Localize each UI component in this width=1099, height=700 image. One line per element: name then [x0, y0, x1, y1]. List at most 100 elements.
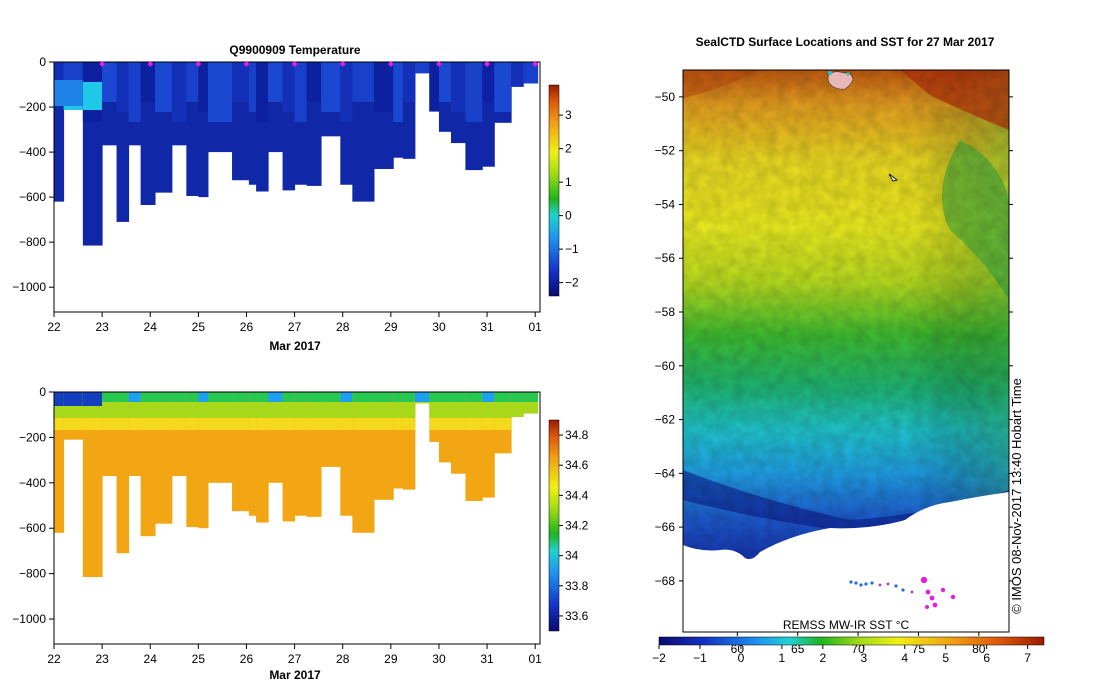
temp-ytick-label: −200 — [19, 100, 46, 114]
sal-halocline — [511, 402, 524, 417]
lat-tick-label: −64 — [655, 466, 676, 480]
temp-surface-layer — [155, 62, 173, 112]
sal-halocline — [232, 402, 250, 418]
lat-tick-label: −52 — [655, 144, 676, 158]
sal-ytick-label: 0 — [39, 385, 46, 399]
sst-source-label: REMSS MW-IR SST °C — [783, 618, 910, 632]
sal-transition — [186, 418, 199, 430]
sal-halocline — [155, 402, 173, 418]
temp-surface-layer — [232, 62, 250, 102]
lon-tick-label: 70 — [851, 642, 865, 656]
sal-halocline — [393, 402, 404, 418]
sal-transition — [63, 418, 84, 430]
sal-transition — [373, 418, 394, 430]
sal-surface-fresh-layer — [465, 392, 483, 402]
sal-halocline — [186, 402, 199, 418]
sal-xtick-label: 30 — [432, 652, 446, 666]
salinity-axes-frame — [53, 391, 541, 645]
sal-surface-fresh-layer — [393, 392, 404, 402]
sal-xtick-label: 23 — [95, 652, 109, 666]
temp-warm-core — [82, 82, 103, 110]
sal-xtick-label: 25 — [192, 652, 206, 666]
sal-surface-fresh-layer — [438, 392, 452, 402]
sal-xtick-label: 24 — [144, 652, 158, 666]
sal-transition — [256, 418, 269, 430]
sal-surface-fresh-layer — [256, 392, 269, 402]
temp-surface-layer — [198, 62, 209, 112]
lon-tick-label: 65 — [791, 642, 805, 656]
sal-surface-fresh-layer — [429, 392, 440, 402]
sal-surface-fresh-layer — [402, 392, 416, 402]
sst-colorbar-tick-label: 3 — [860, 651, 867, 665]
temp-surface-layer — [482, 62, 495, 102]
lat-tick-label: −54 — [655, 197, 676, 211]
temp-surface-layer — [321, 62, 341, 112]
temp-xtick-label: 30 — [432, 320, 446, 334]
sal-halocline — [256, 402, 269, 418]
sal-transition — [294, 418, 308, 430]
sal-surface-fresh-layer — [352, 392, 375, 402]
sal-profile-column — [116, 392, 130, 554]
temperature-colorbar — [548, 84, 560, 297]
surface-marker — [147, 61, 154, 67]
sal-surface-fresh-layer — [373, 392, 394, 402]
salinity-plot-area — [54, 392, 539, 578]
temperature-title: Q9900909 Temperature — [229, 43, 361, 57]
cursor-icon — [888, 173, 898, 182]
temp-xtick-label: 24 — [144, 320, 158, 334]
sal-halocline — [340, 402, 353, 418]
sal-transition — [207, 418, 233, 430]
sal-halocline — [198, 402, 209, 418]
lat-tick-label: −68 — [655, 574, 676, 588]
surface-marker — [243, 61, 250, 67]
temp-colorbar-tick-label: 3 — [565, 108, 572, 122]
sal-transition — [438, 418, 452, 430]
sal-transition — [102, 418, 118, 430]
sal-transition — [393, 418, 404, 430]
sal-colorbar-tick-label: 34.8 — [565, 428, 589, 442]
sal-transition — [450, 418, 466, 430]
temperature-axes-frame — [53, 61, 541, 313]
temp-surface-layer — [256, 62, 269, 122]
sst-colorbar-tick-label: −2 — [652, 651, 666, 665]
sst-colorbar-tick-label: 6 — [983, 651, 990, 665]
lat-tick-label: −50 — [655, 90, 676, 104]
sal-transition — [248, 418, 257, 430]
sal-ytick-label: −400 — [19, 476, 46, 490]
sal-profile-column — [248, 392, 257, 516]
temp-xtick-label: 01 — [529, 320, 543, 334]
sal-halocline — [116, 402, 130, 418]
sal-transition — [282, 418, 296, 430]
sal-surface-fresh-layer — [340, 392, 353, 402]
temp-surface-layer — [450, 62, 466, 112]
temp-colorbar-tick-label: 0 — [565, 209, 572, 223]
temp-surface-layer — [171, 62, 187, 122]
temp-surface-layer — [393, 62, 404, 122]
sal-halocline — [414, 402, 430, 404]
salinity-x-axis: 22 23 24 25 26 27 28 29 30 31 01 — [47, 644, 542, 666]
sal-halocline — [494, 402, 512, 418]
kerguelen-island — [827, 71, 854, 90]
sal-halocline — [294, 402, 308, 418]
surface-marker — [484, 61, 491, 67]
temp-ytick-label: −400 — [19, 145, 46, 159]
surface-marker — [435, 61, 442, 67]
sal-halocline — [450, 402, 466, 418]
sal-xtick-label: 29 — [384, 652, 398, 666]
lat-tick-label: −60 — [655, 359, 676, 373]
sal-surface-fresh-layer — [450, 392, 466, 402]
sst-map-panel: SealCTD Surface Locations and SST for 27… — [652, 35, 1045, 665]
sal-transition — [140, 418, 156, 430]
sal-colorbar-tick-label: 34 — [565, 549, 579, 563]
temperature-colorbar-ticks: 3 2 1 0 −1 −2 — [559, 108, 579, 290]
temp-surface-layer — [352, 62, 375, 102]
sal-profile-column — [82, 392, 103, 578]
sal-halocline — [402, 402, 416, 418]
sal-halocline — [465, 402, 483, 418]
sal-xtick-label: 26 — [240, 652, 254, 666]
surface-marker — [387, 61, 394, 67]
sal-surface-fresh-layer — [482, 392, 495, 402]
temp-xtick-label: 25 — [192, 320, 206, 334]
temp-colorbar-tick-label: −1 — [565, 242, 579, 256]
